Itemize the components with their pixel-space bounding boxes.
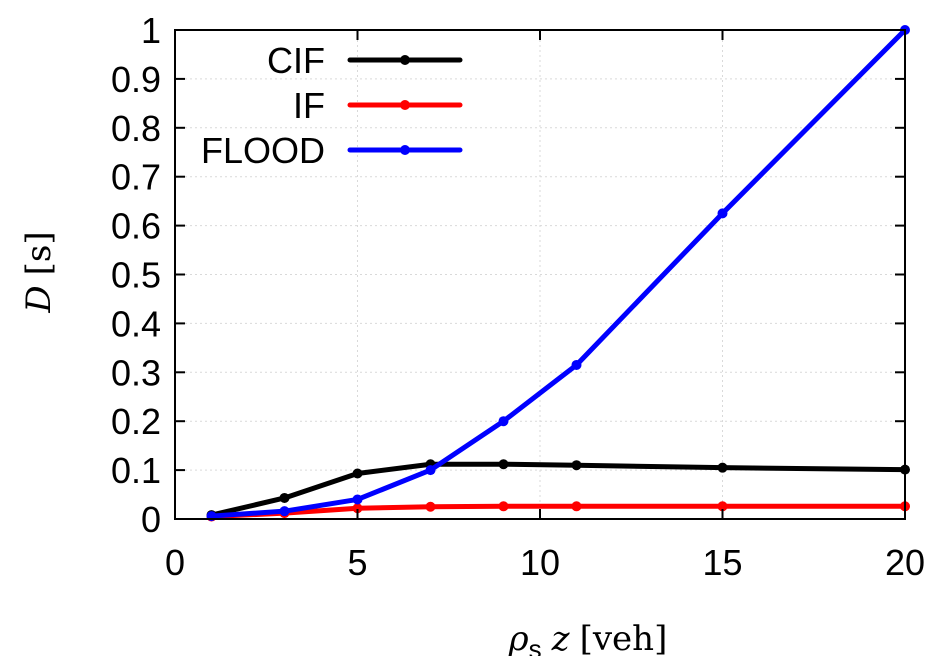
data-point-flood (279, 506, 290, 517)
data-point-if (571, 501, 582, 512)
x-tick-label: 15 (702, 542, 742, 583)
x-axis-label-sub: s (529, 634, 542, 656)
y-axis-label-unit: [s] (19, 231, 59, 275)
data-point-if (352, 503, 363, 514)
series-line-flood (209, 27, 908, 519)
series-lines (206, 25, 910, 522)
y-tick-label: 0.7 (111, 157, 161, 198)
data-point-flood (571, 359, 582, 370)
legend-label-flood: FLOOD (201, 130, 325, 171)
data-point-if (717, 501, 728, 512)
legend-marker-cif (400, 55, 410, 65)
x-tick-label: 20 (885, 542, 925, 583)
x-axis-label-rho: ρ (508, 619, 529, 656)
y-axis-label-sym: D (19, 285, 59, 313)
legend-label-if: IF (293, 85, 325, 126)
y-tick-label: 0.4 (111, 303, 161, 344)
data-point-flood (498, 416, 509, 427)
y-tick-label: 1 (141, 10, 161, 51)
series-line-if (209, 503, 908, 520)
legend-item-cif: CIF (267, 40, 463, 81)
x-axis-label-z: z (551, 619, 571, 656)
legend-item-flood: FLOOD (201, 130, 463, 171)
y-tick-label: 0.1 (111, 450, 161, 491)
data-point-if (498, 501, 509, 512)
grid-lines (175, 30, 905, 519)
x-axis-label-unit: [veh] (580, 619, 668, 656)
y-tick-label: 0.3 (111, 352, 161, 393)
legend-item-if: IF (293, 85, 463, 126)
x-tick-label: 0 (165, 542, 185, 583)
y-tick-label: 0.5 (111, 255, 161, 296)
y-tick-label: 0.8 (111, 108, 161, 149)
y-tick-label: 0.6 (111, 206, 161, 247)
y-tick-label: 0.2 (111, 401, 161, 442)
axis-ticks: 0 5 10 15 20 0 0.1 0.2 0.3 0.4 0.5 0.6 0.7 0.8 0.9 1 (111, 10, 925, 583)
data-point-cif (279, 492, 290, 503)
x-tick-label: 5 (347, 542, 367, 583)
series-line-cif (209, 461, 908, 518)
series-cif (206, 459, 910, 521)
legend-marker-if (400, 100, 410, 110)
legend-label-cif: CIF (267, 40, 325, 81)
data-point-flood (352, 494, 363, 505)
data-point-flood (425, 465, 436, 476)
data-point-cif (571, 460, 582, 471)
y-axis-label: D [s] (19, 231, 59, 313)
x-axis-label: ρs z [veh] (508, 619, 668, 656)
data-point-if (425, 501, 436, 512)
y-tick-label: 0 (141, 499, 161, 540)
legend-marker-flood (400, 145, 410, 155)
x-tick-label: 10 (520, 542, 560, 583)
data-point-cif (352, 468, 363, 479)
data-point-flood (717, 208, 728, 219)
data-point-cif (498, 459, 509, 470)
data-point-cif (717, 462, 728, 473)
y-tick-label: 0.9 (111, 59, 161, 100)
